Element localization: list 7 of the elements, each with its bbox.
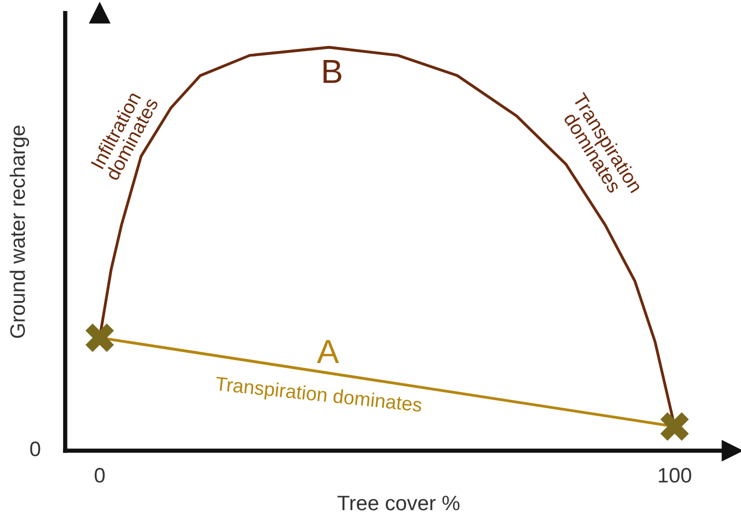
annotation: Transpiration dominates: [214, 376, 422, 416]
annotation: B: [324, 60, 342, 83]
x-axis-title: Tree cover %: [338, 496, 460, 510]
x-tick-label: 100: [658, 468, 692, 483]
text: 0: [30, 442, 40, 456]
annotation: A: [316, 340, 340, 364]
y-axis-title: Ground water recharge: [10, 126, 30, 338]
